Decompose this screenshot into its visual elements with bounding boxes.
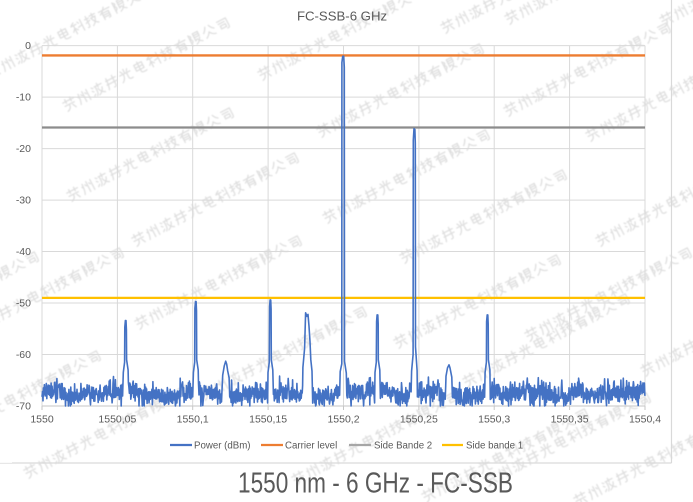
svg-text:-10: -10 <box>16 92 31 104</box>
svg-text:FC-SSB-6 GHz: FC-SSB-6 GHz <box>297 9 387 24</box>
svg-text:Carrier level: Carrier level <box>285 441 337 452</box>
svg-text:1550: 1550 <box>30 414 54 426</box>
svg-text:-30: -30 <box>16 195 31 207</box>
svg-text:1550 nm - 6 GHz - FC-SSB: 1550 nm - 6 GHz - FC-SSB <box>238 468 513 500</box>
svg-text:-70: -70 <box>16 401 31 413</box>
svg-text:Power (dBm): Power (dBm) <box>194 441 251 452</box>
svg-text:1550,05: 1550,05 <box>98 414 136 426</box>
svg-text:1550,3: 1550,3 <box>478 414 510 426</box>
svg-text:1550,4: 1550,4 <box>629 414 661 426</box>
svg-text:-40: -40 <box>16 246 31 258</box>
svg-text:0: 0 <box>25 40 31 52</box>
svg-text:Side Bande 2: Side Bande 2 <box>374 441 432 452</box>
svg-text:-50: -50 <box>16 298 31 310</box>
svg-text:1550,1: 1550,1 <box>177 414 209 426</box>
svg-text:-60: -60 <box>16 349 31 361</box>
svg-text:1550,15: 1550,15 <box>249 414 287 426</box>
svg-text:1550,35: 1550,35 <box>551 414 589 426</box>
svg-text:Side bande 1: Side bande 1 <box>466 441 523 452</box>
svg-text:1550,25: 1550,25 <box>400 414 438 426</box>
svg-text:-20: -20 <box>16 143 31 155</box>
svg-text:1550,2: 1550,2 <box>327 414 359 426</box>
